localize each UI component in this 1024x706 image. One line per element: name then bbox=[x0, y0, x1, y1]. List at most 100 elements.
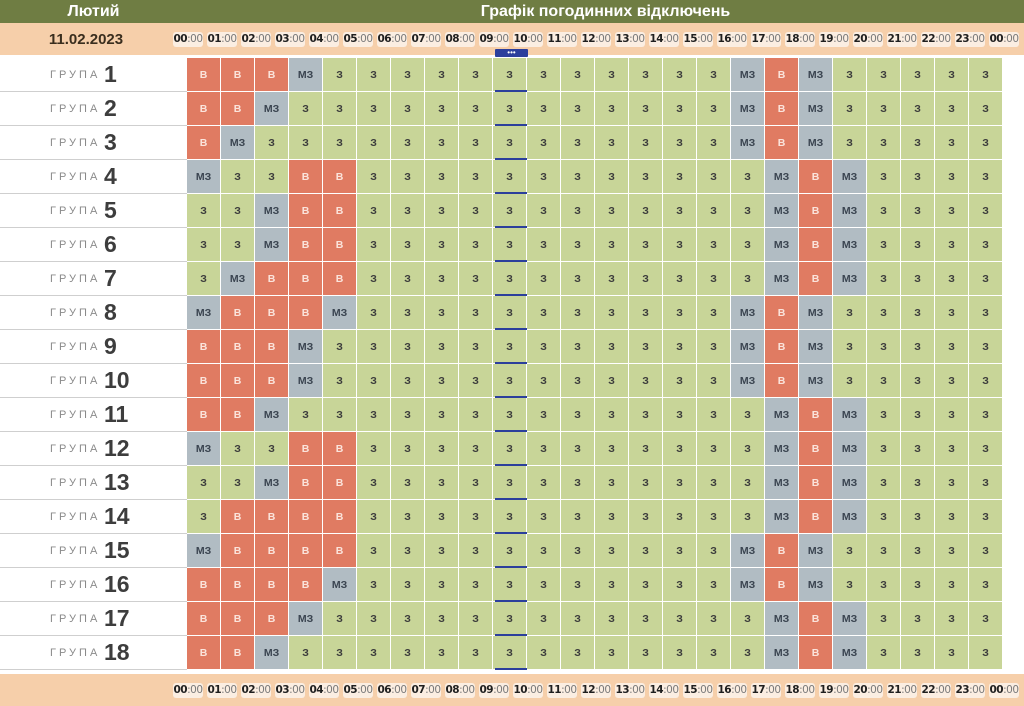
group-row: ГРУПА 5 З З МЗ В В З З З З З З З З З З З З МЗ В МЗ З З З З bbox=[0, 194, 1024, 228]
schedule-cell: З bbox=[527, 568, 561, 602]
schedule-cell: З bbox=[731, 602, 765, 636]
schedule-cell: З bbox=[493, 364, 527, 398]
schedule-cell: З bbox=[901, 432, 935, 466]
time-hour: 10 bbox=[513, 33, 528, 45]
group-row: ГРУПА 2 В В МЗ З З З З З З З З З З З З З МЗ В МЗ З З З З З bbox=[0, 92, 1024, 126]
schedule-cell: З bbox=[697, 364, 731, 398]
time-minutes: :00 bbox=[629, 684, 645, 696]
schedule-cell: З bbox=[833, 364, 867, 398]
schedule-cell: МЗ bbox=[255, 92, 289, 126]
schedule-cell: З bbox=[187, 500, 221, 534]
group-word: ГРУПА bbox=[50, 307, 101, 319]
schedule-cell: МЗ bbox=[799, 364, 833, 398]
row-end-pad bbox=[1007, 534, 1024, 568]
row-end-pad bbox=[1007, 364, 1024, 398]
time-label-bottom-3: 03:00 bbox=[275, 683, 305, 698]
schedule-cell: МЗ bbox=[833, 432, 867, 466]
schedule-cell: З bbox=[459, 262, 493, 296]
schedule-cell: З bbox=[357, 92, 391, 126]
schedule-cell: В bbox=[289, 568, 323, 602]
schedule-cell: З bbox=[697, 466, 731, 500]
group-row: ГРУПА 15 МЗ В В В В З З З З З З З З З З З МЗ В МЗ З З З З З bbox=[0, 534, 1024, 568]
schedule-cell: З bbox=[901, 500, 935, 534]
schedule-cell: В bbox=[799, 432, 833, 466]
current-hour-marker bbox=[495, 566, 527, 568]
schedule-cell: З bbox=[527, 398, 561, 432]
schedule-cell: З bbox=[425, 432, 459, 466]
schedule-cell: З bbox=[663, 262, 697, 296]
schedule-cell: З bbox=[255, 160, 289, 194]
group-label: ГРУПА 7 bbox=[0, 262, 187, 296]
schedule-cell: З bbox=[527, 500, 561, 534]
schedule-cell: МЗ bbox=[765, 160, 799, 194]
time-label-top-5: 05:00 bbox=[343, 32, 373, 47]
group-number: 4 bbox=[104, 163, 117, 189]
schedule-cell: В bbox=[323, 228, 357, 262]
schedule-cell: З bbox=[935, 160, 969, 194]
schedule-cell: З bbox=[697, 398, 731, 432]
current-hour-marker bbox=[495, 430, 527, 432]
schedule-cell: З bbox=[697, 500, 731, 534]
group-number: 18 bbox=[104, 639, 130, 665]
schedule-cell: З bbox=[493, 262, 527, 296]
schedule-cell: З bbox=[969, 296, 1003, 330]
schedule-cell: З bbox=[629, 466, 663, 500]
row-end-pad bbox=[1007, 466, 1024, 500]
schedule-cell: З bbox=[833, 330, 867, 364]
schedule-cell: З bbox=[663, 126, 697, 160]
group-row: ГРУПА 3 В МЗ З З З З З З З З З З З З З З МЗ В МЗ З З З З З bbox=[0, 126, 1024, 160]
schedule-cell: В bbox=[221, 398, 255, 432]
time-hour: 03 bbox=[275, 33, 290, 45]
schedule-cell: З bbox=[289, 126, 323, 160]
time-label-bottom-6: 06:00 bbox=[377, 683, 407, 698]
schedule-cell: З bbox=[969, 602, 1003, 636]
schedule-cell: З bbox=[493, 194, 527, 228]
schedule-cell: З bbox=[629, 432, 663, 466]
schedule-cell: З bbox=[561, 466, 595, 500]
schedule-cell: З bbox=[935, 330, 969, 364]
schedule-cell: З bbox=[935, 432, 969, 466]
time-hour: 19 bbox=[819, 684, 834, 696]
schedule-cell: З bbox=[935, 500, 969, 534]
time-label-bottom-23: 23:00 bbox=[955, 683, 985, 698]
schedule-cell: В bbox=[255, 602, 289, 636]
schedule-cell: З bbox=[663, 58, 697, 92]
time-hour: 23 bbox=[955, 33, 970, 45]
group-label: ГРУПА 12 bbox=[0, 432, 187, 466]
schedule-cell: З bbox=[323, 602, 357, 636]
schedule-cell: В bbox=[765, 364, 799, 398]
group-number: 13 bbox=[104, 469, 130, 495]
schedule-cell: З bbox=[935, 364, 969, 398]
time-hour: 12 bbox=[581, 33, 596, 45]
schedule-cell: МЗ bbox=[765, 228, 799, 262]
current-hour-marker bbox=[495, 192, 527, 194]
time-label-bottom-9: 09:00 bbox=[479, 683, 509, 698]
time-minutes: :00 bbox=[901, 684, 917, 696]
group-number: 10 bbox=[104, 367, 130, 393]
schedule-cell: В bbox=[799, 500, 833, 534]
schedule-cell: В bbox=[289, 432, 323, 466]
group-label: ГРУПА 8 bbox=[0, 296, 187, 330]
time-hour: 02 bbox=[241, 684, 256, 696]
time-hour: 11 bbox=[547, 33, 562, 45]
group-word: ГРУПА bbox=[50, 103, 101, 115]
schedule-cell: В bbox=[765, 92, 799, 126]
schedule-cell: З bbox=[391, 58, 425, 92]
schedule-cell: З bbox=[969, 58, 1003, 92]
schedule-cell: З bbox=[561, 432, 595, 466]
schedule-cell: З bbox=[731, 194, 765, 228]
schedule-title: Графік погодинних відключень bbox=[187, 0, 1024, 23]
schedule-cell: В bbox=[255, 500, 289, 534]
schedule-cell: З bbox=[935, 602, 969, 636]
current-hour-marker bbox=[495, 158, 527, 160]
time-minutes: :00 bbox=[255, 684, 271, 696]
current-hour-marker bbox=[495, 532, 527, 534]
schedule-cell: З bbox=[459, 228, 493, 262]
schedule-cell: МЗ bbox=[187, 534, 221, 568]
time-minutes: :00 bbox=[731, 33, 747, 45]
schedule-cell: З bbox=[561, 568, 595, 602]
time-label-top-21: 21:00 bbox=[887, 32, 917, 47]
schedule-cell: В bbox=[765, 534, 799, 568]
schedule-cell: З bbox=[969, 636, 1003, 670]
schedule-cell: З bbox=[323, 58, 357, 92]
